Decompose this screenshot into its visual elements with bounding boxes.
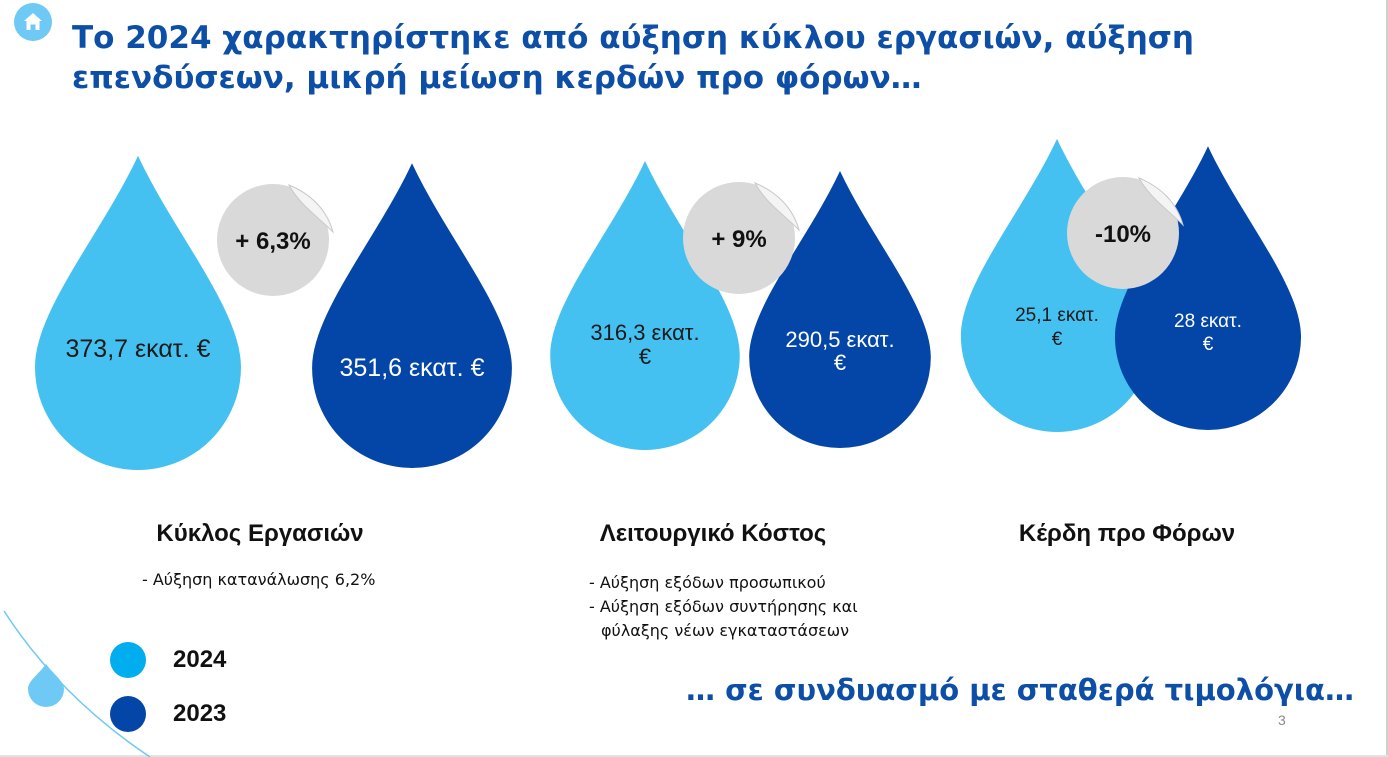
note-line: φύλαξης νέων εγκαταστάσεων — [601, 621, 850, 640]
category-label-pretax-profit: Κέρδη προ Φόρων — [1018, 520, 1236, 547]
slide-bottom-border — [0, 755, 1388, 757]
note-revenue: - Αύξηση κατανάλωσης 6,2% — [142, 568, 375, 592]
legend-swatch-2023 — [110, 696, 146, 732]
value-label-2024-1: 316,3 εκατ. — [590, 320, 699, 345]
change-label-0: + 6,3% — [235, 228, 310, 255]
value-label-2024-0: 373,7 εκατ. € — [66, 335, 211, 363]
home-icon — [24, 13, 42, 30]
legend-item-2024: 2024 — [110, 642, 226, 678]
footer-tagline: … σε συνδυασμό με σταθερά τιμολόγια… — [686, 673, 1354, 707]
legend-label-2024: 2024 — [173, 646, 227, 673]
change-label-1: + 9% — [711, 226, 766, 253]
value-label-2024-2: 25,1 εκατ. — [1015, 305, 1099, 326]
drop-2024-2 — [960, 138, 1154, 433]
drop-2024-1 — [550, 160, 740, 450]
home-button[interactable] — [14, 3, 52, 41]
value-label-2023-1: 290,5 εκατ. — [785, 327, 894, 352]
value-label-2023-2: 28 εκατ. — [1174, 311, 1242, 332]
legend-label-2023: 2023 — [173, 700, 227, 727]
change-badge-2 — [1067, 177, 1179, 289]
badge-curl-2 — [1137, 177, 1184, 227]
badge-curl-0 — [287, 184, 334, 234]
legend-item-2023: 2023 — [110, 696, 226, 732]
change-label-2: -10% — [1095, 221, 1151, 248]
value-label-2023-euro-1: € — [834, 350, 846, 375]
page-number: 3 — [1278, 712, 1286, 728]
badge-curl-1 — [753, 182, 800, 232]
change-badge-0 — [217, 184, 329, 296]
slide-right-border — [1386, 0, 1388, 757]
drop-2024-0 — [35, 155, 241, 470]
drop-2023-1 — [749, 171, 931, 449]
value-label-2024-euro-2: € — [1052, 329, 1063, 350]
value-label-2023-euro-2: € — [1203, 334, 1214, 355]
legend-swatch-2024 — [110, 642, 146, 678]
drop-2023-2 — [1114, 146, 1302, 430]
value-label-2024-euro-1: € — [639, 344, 651, 369]
category-label-revenue: Κύκλος Εργασιών — [156, 520, 364, 547]
change-badge-1 — [683, 182, 795, 294]
note-operating-cost: - Αύξηση εξόδων προσωπικού - Αύξηση εξόδ… — [589, 571, 858, 643]
value-label-2023-0: 351,6 εκατ. € — [340, 354, 485, 382]
drop-2023-0 — [312, 163, 512, 468]
note-line: - Αύξηση εξόδων προσωπικού — [589, 573, 826, 592]
decorative-corner — [3, 610, 151, 757]
category-label-operating-cost: Λειτουργικό Κόστος — [599, 520, 827, 547]
drops-chart: 373,7 εκατ. € 351,6 εκατ. € + 6,3% 316,3 εκ… — [35, 138, 1302, 470]
page-title: Το 2024 χαρακτηρίστηκε από αύξηση κύκλου… — [72, 20, 1194, 96]
note-line: - Αύξηση κατανάλωσης 6,2% — [142, 570, 376, 589]
note-line: - Αύξηση εξόδων συντήρησης και — [589, 597, 858, 616]
